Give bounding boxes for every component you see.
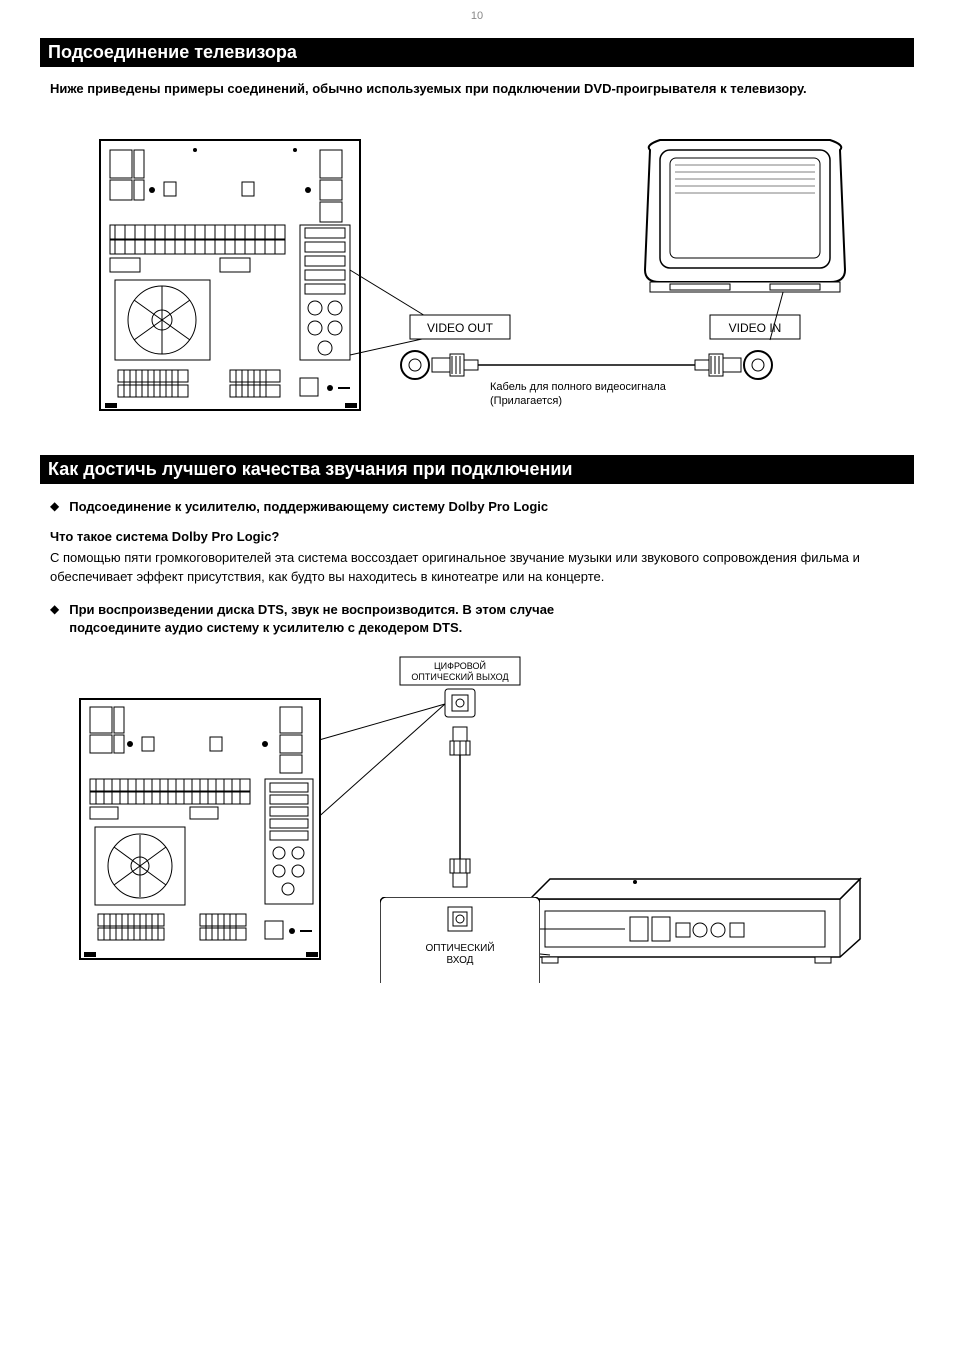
optical-in-1: ОПТИЧЕСКИЙ (425, 941, 494, 954)
section1-title: Подсоединение телевизора (40, 38, 914, 67)
bullet-2-text: При воспроизведении диска DTS, звук не в… (69, 601, 570, 637)
digital-out-1: ЦИФРОВОЙ (434, 660, 486, 671)
dolby-q-body: С помощью пяти громкоговорителей эта сис… (50, 550, 860, 584)
dolby-explanation: Что такое система Dolby Pro Logic? С пом… (50, 528, 904, 587)
diamond-icon: ◆ (50, 601, 59, 618)
cable-caption-2: (Прилагается) (490, 395, 562, 407)
cable-caption-1: Кабель для полного видеосигнала (490, 381, 667, 393)
bullet-1: ◆ Подсоединение к усилителю, поддерживаю… (50, 498, 904, 516)
diagram-tv-connection: VIDEO OUT Кабель для полного видеосигнал… (70, 120, 884, 425)
section2-title: Как достичь лучшего качества звучания пр… (40, 455, 914, 484)
diamond-icon: ◆ (50, 498, 59, 515)
dvd-back-panel-icon (100, 140, 360, 410)
optical-in-2: ВХОД (447, 955, 474, 966)
diagram-optical-connection: ЦИФРОВОЙ ОПТИЧЕСКИЙ ВЫХОД (70, 649, 884, 994)
bullet-1-text: Подсоединение к усилителю, поддерживающе… (69, 498, 904, 516)
bullet-2: ◆ При воспроизведении диска DTS, звук не… (50, 601, 570, 637)
tv-icon (645, 140, 845, 292)
dolby-q-title: Что такое система Dolby Pro Logic? (50, 528, 904, 547)
dvd-back-panel-icon-2 (80, 699, 320, 959)
digital-out-2: ОПТИЧЕСКИЙ ВЫХОД (411, 671, 508, 682)
page-number: 10 (40, 10, 914, 22)
amplifier-icon (530, 879, 860, 963)
section1-intro: Ниже приведены примеры соединений, обычн… (50, 81, 904, 96)
video-out-label: VIDEO OUT (427, 321, 494, 335)
